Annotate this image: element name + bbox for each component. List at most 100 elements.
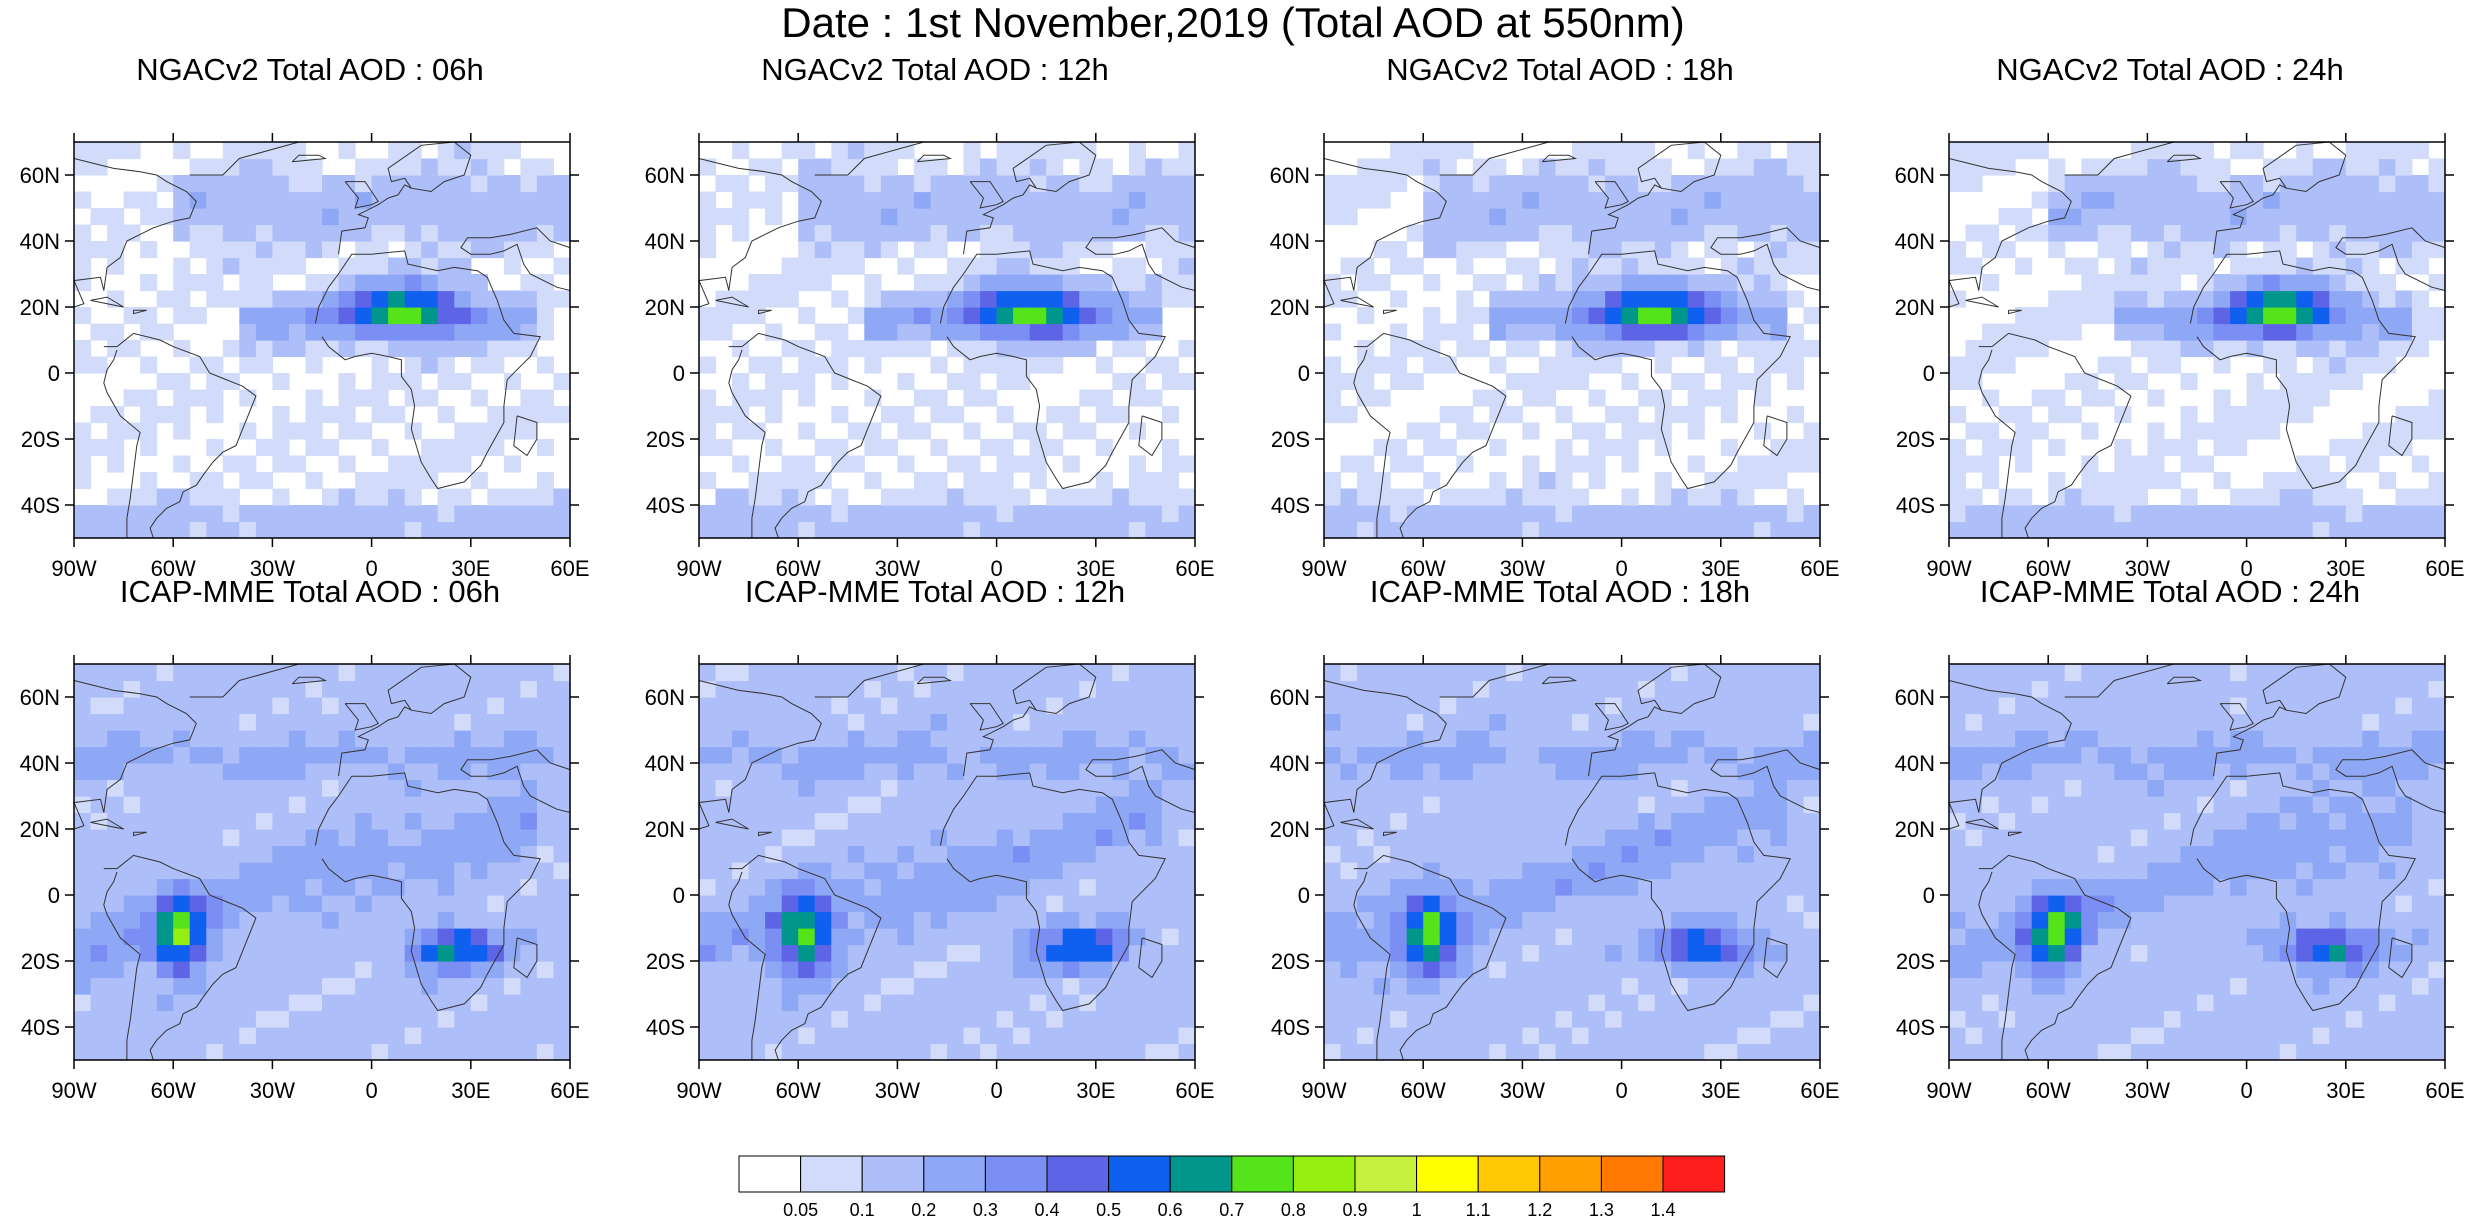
aod-cell [503,175,521,193]
aod-cell [1753,191,1771,209]
aod-cell [1786,928,1804,946]
aod-cell [864,208,882,226]
aod-cell [913,911,931,929]
aod-cell [371,944,389,962]
aod-cell [765,323,783,341]
aod-cell [1161,1043,1179,1061]
aod-cell [732,1027,750,1045]
aod-cell [222,142,240,160]
aod-cell [798,505,816,523]
aod-cell [1079,977,1097,995]
aod-cell [1406,928,1424,946]
aod-cell [847,911,865,929]
aod-cell [1786,224,1804,242]
aod-cell [371,439,389,457]
aod-cell [847,1027,865,1045]
aod-cell [1489,323,1507,341]
aod-cell [536,845,554,863]
aod-cell [1095,812,1113,830]
aod-cell [1013,455,1031,473]
aod-cell [1439,862,1457,880]
aod-cell [1406,812,1424,830]
aod-cell [847,697,865,715]
aod-cell [831,241,849,259]
aod-cell [520,422,538,440]
aod-cell [732,389,750,407]
aod-cell [930,845,948,863]
aod-cell [2213,191,2231,209]
aod-cell [2312,290,2330,308]
aod-cell [996,274,1014,292]
aod-cell [107,961,125,979]
aod-cell [355,1010,373,1028]
aod-cell [748,505,766,523]
aod-cell [897,862,915,880]
aod-cell [996,680,1014,698]
aod-cell [2015,895,2033,913]
aod-cell [2015,763,2033,781]
aod-cell [1406,664,1424,682]
aod-cell [2362,439,2380,457]
aod-cell [388,1010,406,1028]
aod-cell [1671,845,1689,863]
aod-cell [1472,730,1490,748]
aod-cell [1654,257,1672,275]
aod-cell [1095,911,1113,929]
aod-cell [1079,208,1097,226]
aod-cell [222,845,240,863]
aod-cell [1671,323,1689,341]
aod-cell [90,439,108,457]
aod-cell [1472,241,1490,259]
aod-cell [520,208,538,226]
aod-cell [715,439,733,457]
aod-cell [1621,944,1639,962]
aod-cell [980,191,998,209]
aod-cell [2081,224,2099,242]
aod-cell [1555,323,1573,341]
aod-cell [388,812,406,830]
aod-cell [1965,878,1983,896]
aod-cell [1621,994,1639,1012]
aod-cell [1720,389,1738,407]
aod-cell [421,961,439,979]
aod-cell [1324,208,1342,226]
aod-cell [913,208,931,226]
aod-cell [1720,158,1738,176]
aod-cell [2395,224,2413,242]
aod-cell [2163,862,2181,880]
aod-cell [1522,994,1540,1012]
aod-cell [963,895,981,913]
aod-cell [255,208,273,226]
aod-cell [1423,812,1441,830]
aod-cell [798,895,816,913]
aod-cell [487,356,505,374]
aod-cell [814,862,832,880]
aod-cell [831,175,849,193]
aod-cell [1737,779,1755,797]
aod-cell [355,241,373,259]
aod-cell [404,208,422,226]
aod-cell [1753,455,1771,473]
aod-cell [1949,472,1967,490]
aod-cell [1965,895,1983,913]
aod-cell [1046,746,1064,764]
aod-cell [1621,680,1639,698]
aod-cell [2130,664,2148,682]
aod-cell [2197,977,2215,995]
aod-cell [2064,961,2082,979]
coastline [90,818,124,830]
aod-cell [880,191,898,209]
aod-cell [2230,944,2248,962]
aod-cell [421,241,439,259]
aod-cell [288,845,306,863]
aod-cell [1687,779,1705,797]
aod-cell [1982,142,2000,160]
coastline [291,154,328,163]
aod-cell [1406,977,1424,995]
aod-cell [880,697,898,715]
aod-cell [189,862,207,880]
aod-cell [173,340,191,358]
aod-cell [2197,191,2215,209]
aod-cell [1357,158,1375,176]
